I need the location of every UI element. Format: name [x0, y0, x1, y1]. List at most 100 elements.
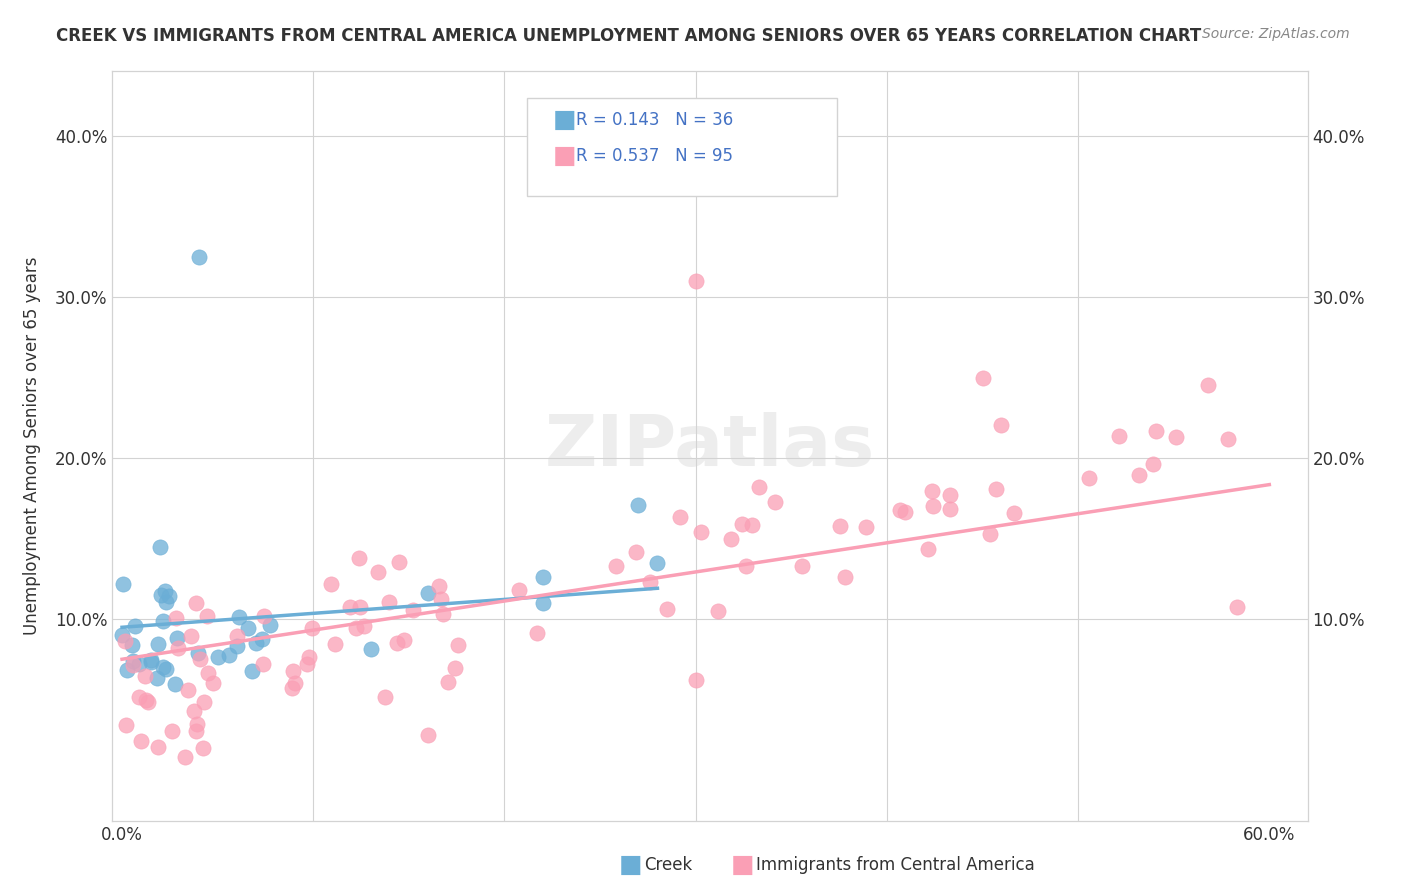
Point: [388, 555, 411, 569]
Point: [259, 617, 281, 632]
Point: [201, 675, 224, 690]
Point: [174, 749, 197, 764]
Point: [430, 592, 453, 607]
Point: [605, 558, 627, 573]
Point: [184, 723, 207, 738]
Point: [180, 629, 202, 643]
Point: [921, 484, 943, 499]
Point: [150, 588, 173, 602]
Point: [163, 677, 186, 691]
Point: [188, 651, 211, 665]
Point: [1077, 471, 1099, 485]
Point: [226, 640, 249, 654]
Point: [245, 636, 267, 650]
Point: [157, 590, 180, 604]
Point: [1108, 429, 1130, 443]
Point: [121, 638, 143, 652]
Point: [197, 666, 219, 681]
Point: [136, 695, 159, 709]
Point: [984, 482, 1007, 496]
Point: [669, 510, 692, 524]
Point: [990, 418, 1012, 433]
Point: [187, 250, 209, 264]
Point: [394, 633, 416, 648]
Point: [226, 629, 249, 643]
Point: [295, 657, 318, 671]
Point: [155, 595, 177, 609]
Point: [763, 495, 786, 509]
Point: [128, 690, 150, 705]
Point: [339, 600, 361, 615]
Point: [917, 541, 939, 556]
Point: [122, 658, 145, 673]
Point: [114, 718, 136, 732]
Point: [301, 621, 323, 635]
Point: [834, 570, 856, 584]
Point: [526, 626, 548, 640]
Point: [228, 610, 250, 624]
Point: [155, 662, 177, 676]
Point: [939, 501, 962, 516]
Point: [378, 595, 401, 609]
Point: [720, 532, 742, 546]
Point: [657, 601, 679, 615]
Point: [114, 634, 136, 648]
Point: [972, 370, 994, 384]
Point: [347, 551, 370, 566]
Point: [1226, 599, 1249, 614]
Point: [735, 558, 758, 573]
Point: [922, 500, 945, 514]
Text: ■: ■: [619, 854, 643, 877]
Point: [706, 604, 728, 618]
Point: [298, 650, 321, 665]
Point: [124, 618, 146, 632]
Point: [427, 579, 450, 593]
Point: [160, 724, 183, 739]
Point: [177, 683, 200, 698]
Point: [284, 676, 307, 690]
Point: [685, 673, 707, 688]
Point: [344, 621, 367, 635]
Point: [195, 609, 218, 624]
Point: [889, 503, 911, 517]
Point: [146, 671, 169, 685]
Point: [253, 608, 276, 623]
Point: [252, 657, 274, 672]
Point: [387, 635, 409, 649]
Point: [418, 728, 440, 742]
Text: Creek: Creek: [644, 856, 692, 874]
Text: Source: ZipAtlas.com: Source: ZipAtlas.com: [1202, 27, 1350, 41]
Point: [152, 660, 174, 674]
Point: [122, 654, 145, 668]
Point: [1197, 378, 1219, 392]
Point: [167, 640, 190, 655]
Point: [165, 611, 187, 625]
Point: [218, 648, 240, 662]
Point: [401, 603, 423, 617]
Point: [367, 565, 389, 579]
Point: [627, 498, 650, 512]
Point: [148, 637, 170, 651]
Point: [360, 642, 382, 657]
Point: [1216, 432, 1239, 446]
Point: [531, 596, 554, 610]
Point: [353, 619, 375, 633]
Point: [979, 526, 1001, 541]
Point: [1128, 467, 1150, 482]
Point: [416, 586, 439, 600]
Point: [283, 664, 305, 678]
Point: [128, 657, 150, 671]
Point: [939, 488, 962, 502]
Point: [280, 681, 302, 696]
Point: [626, 545, 648, 559]
Point: [647, 556, 669, 570]
Point: [149, 540, 172, 554]
Point: [186, 596, 208, 610]
Point: [432, 607, 454, 621]
Point: [111, 628, 134, 642]
Point: [193, 741, 215, 756]
Point: [1002, 506, 1025, 520]
Point: [135, 692, 157, 706]
Point: [148, 740, 170, 755]
Point: [531, 570, 554, 584]
